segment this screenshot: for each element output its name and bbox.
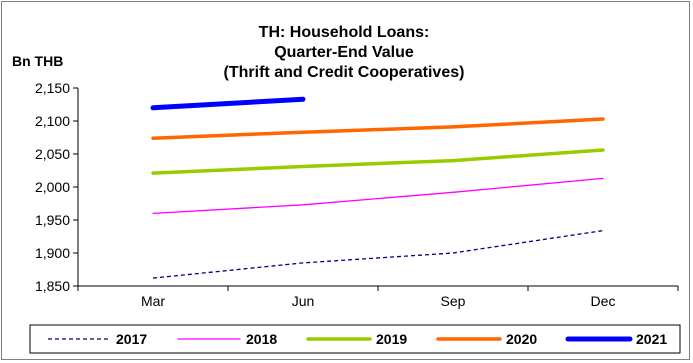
legend-label-2019: 2019 [376, 331, 407, 347]
x-tick-label: Sep [441, 293, 466, 309]
y-tick-label: 1,950 [35, 212, 70, 228]
y-tick-label: 1,850 [35, 278, 70, 294]
y-tick-label: 2,000 [35, 179, 70, 195]
y-tick-label: 2,150 [35, 80, 70, 96]
chart-title-line-2: Quarter-End Value [274, 44, 414, 61]
chart-title-line-3: (Thrift and Credit Cooperatives) [224, 64, 465, 81]
series-line-2019 [151, 148, 605, 175]
x-tick-label: Jun [292, 293, 315, 309]
series-line-2021 [150, 96, 306, 111]
series-line-2017 [152, 229, 604, 279]
y-tick-label: 2,050 [35, 146, 70, 162]
legend: 2017 2018 2019 2020 2021 [48, 331, 667, 347]
legend-label-2021: 2021 [636, 331, 667, 347]
x-tick-label: Dec [591, 293, 616, 309]
series-lines [150, 96, 605, 279]
x-tick-label: Mar [141, 293, 165, 309]
y-tick-label: 1,900 [35, 245, 70, 261]
series-line-2020 [151, 117, 605, 140]
y-axis-label: Bn THB [12, 53, 63, 69]
chart-title-line-1: TH: Household Loans: [259, 24, 430, 41]
legend-label-2018: 2018 [246, 331, 277, 347]
legend-label-2017: 2017 [116, 331, 147, 347]
y-ticks: 1,850 1,900 1,950 2,000 2,050 2,100 2,150 [35, 80, 78, 294]
y-tick-label: 2,100 [35, 113, 70, 129]
series-line-2018 [152, 177, 604, 215]
legend-label-2020: 2020 [506, 331, 537, 347]
x-ticks: Mar Jun Sep Dec [77, 286, 679, 309]
plot-area [78, 88, 678, 286]
